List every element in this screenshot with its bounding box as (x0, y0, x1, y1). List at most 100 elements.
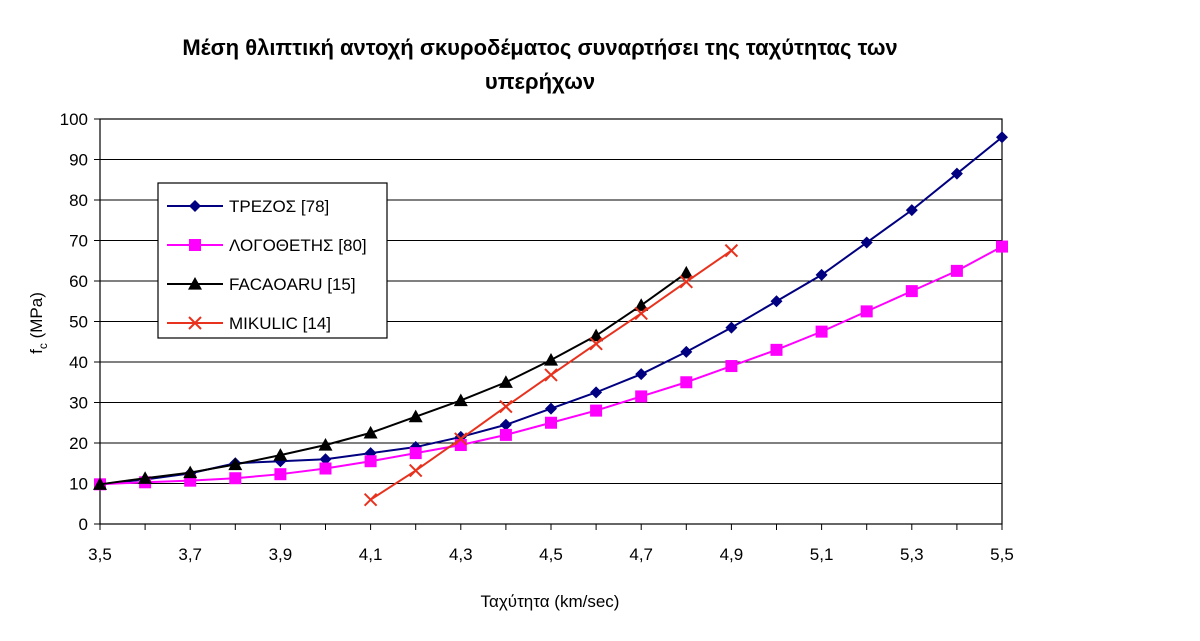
x-tick-label: 5,5 (990, 545, 1014, 564)
series-trezos-point (725, 321, 738, 334)
series-mikulic (363, 243, 739, 507)
legend-item: FACAOARU [15] (167, 275, 356, 294)
series-logothetis-point (274, 468, 287, 481)
series-logothetis-point (680, 376, 693, 389)
series-facaoaru-point (679, 265, 694, 279)
series-facaoaru-point (498, 375, 513, 388)
y-tick-label: 70 (69, 232, 88, 251)
series-mikulic-point (724, 243, 739, 258)
series-facaoaru-point (183, 465, 198, 479)
y-axis-label: fc (MPa) (27, 292, 50, 354)
series-mikulic-point (363, 492, 378, 507)
series-logothetis-point (905, 285, 918, 298)
legend-swatch-marker (188, 277, 202, 290)
chart-title-line-1: Μέση θλιπτική αντοχή σκυροδέματος συναρτ… (182, 35, 897, 60)
y-tick-label: 40 (69, 353, 88, 372)
series-logothetis-point (815, 325, 828, 338)
series (93, 131, 1008, 507)
series-logothetis-point (635, 390, 648, 403)
legend-swatch-marker (188, 316, 202, 330)
series-trezos-point (499, 418, 512, 431)
x-axis-label: Ταχύτητα (km/sec) (481, 592, 620, 611)
chart-title-line-2: υπερήχων (485, 69, 595, 94)
legend-label: ΛΟΓΟΘΕΤΗΣ [80] (229, 236, 367, 255)
y-tick-label: 30 (69, 394, 88, 413)
x-tick-label: 4,5 (539, 545, 563, 564)
legend-label: FACAOARU [15] (229, 275, 356, 294)
series-logothetis-point (590, 404, 603, 417)
series-facaoaru-point (228, 457, 243, 471)
series-trezos-point (635, 368, 648, 381)
series-facaoaru-point (138, 471, 153, 484)
x-tick-label: 4,9 (720, 545, 744, 564)
legend-item: ΤΡΕΖΟΣ [78] (167, 197, 329, 216)
legend-swatch-marker (189, 200, 201, 212)
y-axis-label-unit: (MPa) (27, 292, 46, 338)
series-facaoaru-point (589, 328, 604, 342)
y-tick-label: 50 (69, 313, 88, 332)
series-trezos-point (545, 402, 557, 415)
series-mikulic-point (679, 275, 694, 289)
series-facaoaru-point (363, 425, 378, 439)
series-logothetis-point (364, 455, 377, 468)
series-logothetis-point (950, 264, 963, 277)
series-logothetis-point (545, 416, 557, 429)
series-mikulic-point (544, 368, 558, 382)
y-tick-label: 20 (69, 434, 88, 453)
series-facaoaru-point (93, 477, 107, 490)
series-trezos-point (590, 386, 603, 399)
series-trezos-point (680, 345, 693, 358)
svg-text:fc (MPa): fc (MPa) (27, 292, 50, 354)
y-tick-label: 0 (79, 515, 88, 534)
legend-item: MIKULIC [14] (167, 314, 331, 333)
y-tick-label: 10 (69, 475, 88, 494)
legend: ΤΡΕΖΟΣ [78] ΛΟΓΟΘΕΤΗΣ [80] FACAOARU [15] MI… (157, 182, 388, 339)
series-mikulic-point (408, 463, 423, 478)
x-tick-label: 5,1 (810, 545, 834, 564)
series-logothetis-point (770, 343, 783, 356)
series-mikulic-point (454, 432, 468, 446)
series-facaoaru-point (453, 393, 468, 407)
series-mikulic-point (589, 337, 603, 351)
x-tick-label: 4,3 (449, 545, 473, 564)
series-trezos-point (815, 268, 828, 281)
y-axis-label-main: f (27, 349, 46, 354)
series-trezos-point (860, 236, 873, 249)
series-logothetis-point (319, 462, 332, 475)
series-mikulic-point (634, 306, 648, 321)
series-trezos-point (996, 131, 1008, 144)
series-facaoaru-point (273, 448, 288, 461)
x-tick-label: 4,1 (359, 545, 383, 564)
series-trezos-point (950, 167, 963, 180)
x-tick-label: 4,7 (629, 545, 653, 564)
series-facaoaru (93, 265, 694, 490)
series-facaoaru-point (318, 438, 333, 451)
x-tick-label: 3,9 (269, 545, 293, 564)
series-logothetis-point (860, 305, 873, 318)
legend-swatch-marker (189, 239, 201, 251)
y-axis-label-subscript: c (36, 343, 50, 349)
series-trezos-point (770, 295, 783, 308)
legend-item: ΛΟΓΟΘΕΤΗΣ [80] (167, 236, 367, 255)
series-facaoaru-line (99, 272, 687, 486)
x-tick-label: 5,3 (900, 545, 924, 564)
series-trezos-point (319, 453, 332, 466)
series-logothetis-point (996, 240, 1008, 253)
series-trezos-point (905, 204, 918, 217)
series-mikulic-point (499, 399, 513, 414)
y-tick-label: 100 (60, 110, 88, 129)
series-facaoaru-point (544, 352, 558, 366)
legend-label: MIKULIC [14] (229, 314, 331, 333)
series-logothetis-point (725, 360, 738, 373)
series-logothetis-point (499, 428, 512, 441)
y-tick-label: 90 (69, 151, 88, 170)
legend-label: ΤΡΕΖΟΣ [78] (229, 197, 329, 216)
x-axis-ticks: 3,5 3,7 3,9 4,1 4,3 4,5 4,7 4,9 5,1 5,3 5,5 (88, 524, 1014, 564)
series-logothetis-point (229, 472, 242, 485)
y-axis-ticks: 0 10 20 30 40 50 60 70 80 90 100 (60, 110, 100, 534)
series-facaoaru-point (408, 409, 423, 423)
series-logothetis-point (409, 447, 422, 460)
x-tick-label: 3,5 (88, 545, 112, 564)
y-tick-label: 80 (69, 191, 88, 210)
